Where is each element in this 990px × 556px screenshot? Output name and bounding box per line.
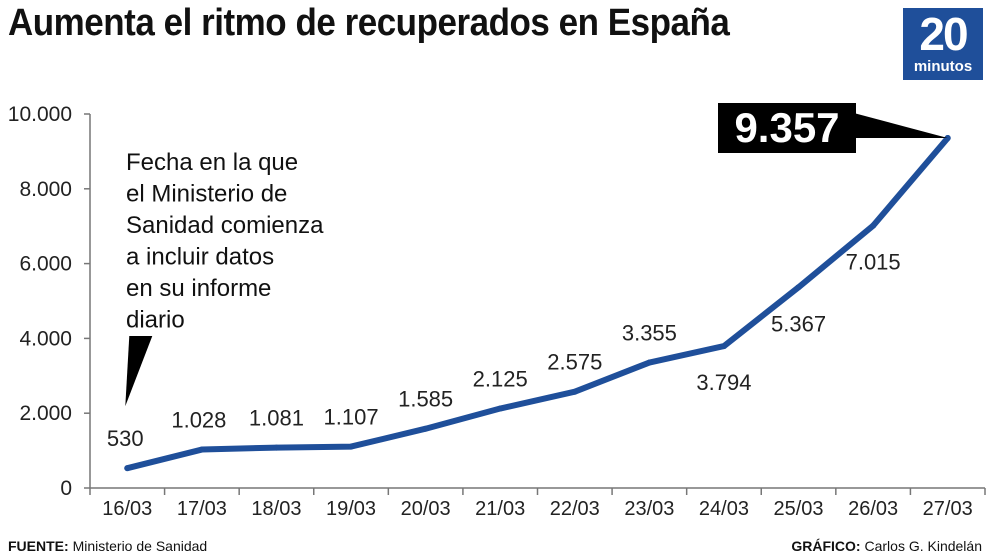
annotation-line: el Ministerio de	[126, 181, 287, 208]
x-tick-label: 17/03	[177, 498, 227, 520]
logo-number: 20	[919, 8, 968, 60]
y-tick-label: 2.000	[19, 402, 72, 425]
data-label: 5.367	[771, 311, 826, 336]
highlight-label: 9.357	[734, 104, 839, 151]
x-tick-label: 23/03	[624, 498, 674, 520]
x-tick-label: 25/03	[774, 498, 824, 520]
data-point	[497, 405, 504, 412]
data-label: 1.028	[171, 408, 226, 433]
x-tick-label: 16/03	[102, 498, 152, 520]
series-line	[124, 135, 951, 472]
highlight-box	[718, 103, 856, 153]
annotation-line: Sanidad comienza	[126, 212, 324, 239]
x-tick-label: 18/03	[251, 498, 301, 520]
data-label: 2.575	[547, 350, 602, 375]
source-label: FUENTE:	[8, 538, 69, 554]
x-tick-label: 26/03	[848, 498, 898, 520]
x-tick-label: 19/03	[326, 498, 376, 520]
annotation-line: en su informe	[126, 275, 271, 302]
data-point	[720, 343, 727, 350]
data-point	[422, 425, 429, 432]
data-label: 2.125	[473, 367, 528, 392]
data-label: 1.585	[398, 387, 453, 412]
credit-note: GRÁFICO: Carlos G. Kindelán	[791, 538, 982, 554]
chart-title: Aumenta el ritmo de recuperados en Españ…	[8, 2, 730, 44]
x-tick-label: 27/03	[923, 498, 973, 520]
brand-logo: 20 minutos	[903, 8, 983, 80]
x-tick-label: 20/03	[401, 498, 451, 520]
data-point	[870, 222, 877, 229]
y-tick-label: 10.000	[8, 103, 72, 126]
y-tick-label: 0	[60, 477, 72, 500]
x-tick-label: 24/03	[699, 498, 749, 520]
data-point	[198, 446, 205, 453]
credit-value: Carlos G. Kindelán	[864, 538, 982, 554]
y-tick-label: 8.000	[19, 178, 72, 201]
data-label: 1.107	[324, 405, 379, 430]
annotation-pointer	[125, 336, 153, 407]
source-note: FUENTE: Ministerio de Sanidad	[8, 538, 207, 554]
annotation-line: diario	[126, 307, 185, 334]
credit-label: GRÁFICO:	[791, 538, 861, 554]
data-point	[646, 359, 653, 366]
data-point	[124, 465, 131, 472]
y-tick-label: 4.000	[19, 327, 72, 350]
data-label: 7.015	[846, 250, 901, 275]
data-point	[273, 444, 280, 451]
y-tick-label: 6.000	[19, 253, 72, 276]
data-label: 530	[107, 426, 144, 451]
source-value: Ministerio de Sanidad	[72, 538, 208, 554]
data-label: 3.794	[696, 370, 751, 395]
highlight-pointer	[850, 112, 948, 139]
data-point	[348, 443, 355, 450]
data-label: 1.081	[249, 406, 304, 431]
data-point	[571, 388, 578, 395]
data-point	[795, 284, 802, 291]
data-label: 3.355	[622, 321, 677, 346]
logo-word: minutos	[913, 58, 973, 75]
x-tick-label: 21/03	[475, 498, 525, 520]
x-tick-label: 22/03	[550, 498, 600, 520]
annotation-line: a incluir datos	[126, 244, 274, 271]
annotation-line: Fecha en la que	[126, 149, 298, 176]
